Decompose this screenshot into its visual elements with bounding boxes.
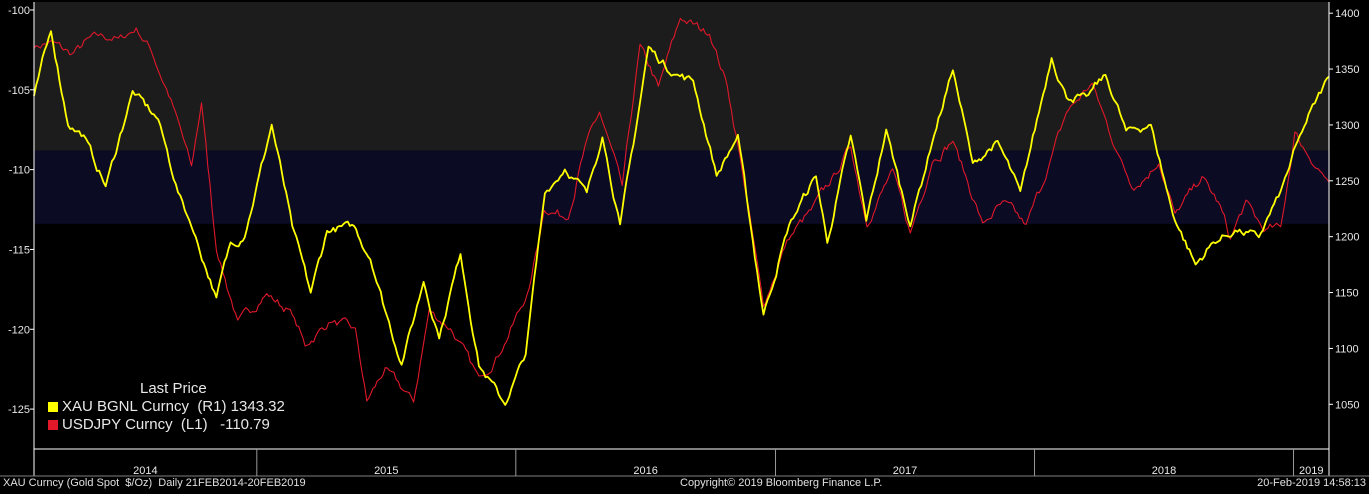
left-tick-label: -115 [9, 244, 30, 256]
footer-center: Copyright© 2019 Bloomberg Finance L.P. [680, 477, 883, 489]
plot-shaded-band [34, 150, 1329, 224]
legend: Last Price XAU BGNL Curncy (R1) 1343.32 … [48, 380, 285, 434]
left-tick-label: -100 [8, 5, 30, 17]
left-tick-label: -125 [8, 404, 30, 416]
year-label: 2015 [374, 465, 398, 477]
left-tick-label: -105 [8, 85, 30, 97]
legend-item-xau: XAU BGNL Curncy (R1) 1343.32 [48, 398, 285, 416]
footer-left: XAU Curncy (Gold Spot $/Oz) Daily 21FEB2… [3, 477, 306, 489]
right-tick-label: 1150 [1335, 288, 1359, 300]
year-label: 2018 [1152, 465, 1176, 477]
right-tick-label: 1050 [1335, 399, 1359, 411]
legend-swatch-usdjpy [48, 420, 58, 430]
legend-header: Last Price [140, 380, 207, 397]
series-line-xau [33, 30, 1330, 406]
series-line-usdjpy [33, 17, 1330, 403]
left-tick-label: -110 [9, 165, 30, 177]
right-tick-label: 1200 [1335, 232, 1359, 244]
legend-swatch-xau [48, 402, 58, 412]
right-tick-label: 1250 [1335, 176, 1359, 188]
right-tick-label: 1300 [1335, 120, 1359, 132]
axes-layer: -100 -105 -110 -115 -120 -125 1400 1350 1300 1250… [0, 2, 1369, 477]
plot-background-lower [34, 223, 1329, 476]
footer-right: 20-Feb-2019 14:58:13 [1257, 477, 1366, 489]
right-tick-label: 1100 [1335, 343, 1359, 355]
year-label: 2016 [633, 465, 657, 477]
series-layer [33, 17, 1330, 406]
right-tick-label: 1400 [1335, 8, 1359, 20]
year-label: 2017 [893, 465, 917, 477]
legend-item-usdjpy: USDJPY Curncy (L1) -110.79 [48, 416, 285, 434]
left-tick-label: -120 [8, 324, 30, 336]
legend-label-usdjpy: USDJPY Curncy (L1) -110.79 [62, 416, 270, 433]
plot-background-upper [34, 2, 1329, 151]
year-label: 2019 [1299, 465, 1323, 477]
year-label: 2014 [133, 465, 157, 477]
right-tick-label: 1350 [1335, 64, 1359, 76]
legend-label-xau: XAU BGNL Curncy (R1) 1343.32 [62, 398, 285, 415]
